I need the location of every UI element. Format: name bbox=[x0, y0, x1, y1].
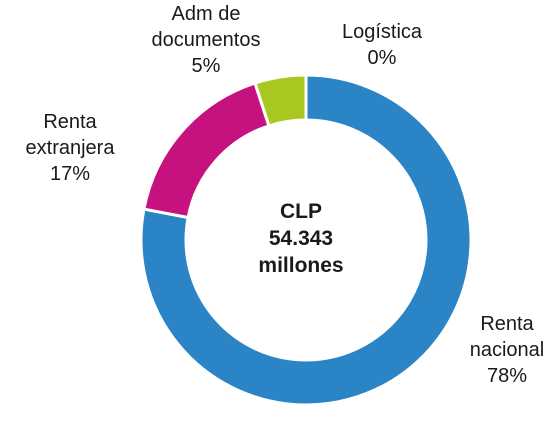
slice bbox=[139, 73, 473, 407]
category-label-line: Adm de bbox=[172, 3, 241, 25]
category-label: Renta nacional bbox=[470, 313, 545, 361]
center-label: 54.343 bbox=[269, 227, 333, 250]
labels: Renta nacional 78% Renta extranjera 17% Adm de… bbox=[26, 3, 545, 387]
category-label-line: documentos bbox=[152, 29, 261, 51]
slice bbox=[142, 81, 271, 220]
center-label: millones bbox=[258, 254, 343, 277]
category-label-line: Renta bbox=[480, 313, 534, 335]
value-label: 17% bbox=[50, 163, 90, 185]
category-label: Adm de documentos bbox=[152, 3, 261, 51]
category-label-line: extranjera bbox=[26, 137, 116, 159]
category-label-line: Logística bbox=[342, 21, 423, 43]
value-label: 0% bbox=[368, 47, 397, 69]
category-label: Logística bbox=[342, 21, 423, 43]
donut bbox=[139, 73, 473, 407]
value-label: 5% bbox=[192, 55, 221, 77]
category-label: Renta extranjera bbox=[26, 111, 116, 159]
value-label: 78% bbox=[487, 365, 527, 387]
category-label-line: Renta bbox=[43, 111, 97, 133]
center-label: CLP bbox=[280, 200, 322, 223]
category-label-line: nacional bbox=[470, 339, 545, 361]
